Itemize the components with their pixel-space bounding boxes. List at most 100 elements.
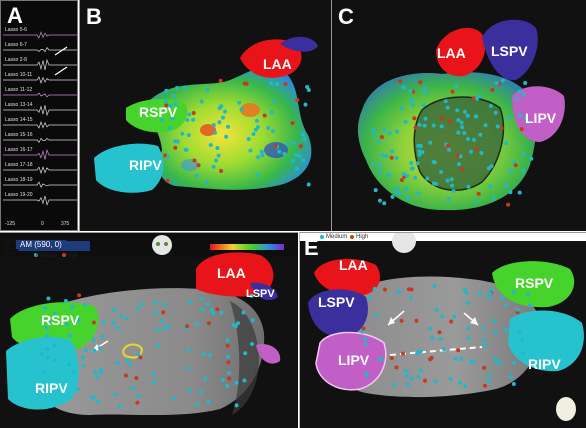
time-axis-start: -125 bbox=[5, 221, 16, 227]
label-rspv-e: RSPV bbox=[515, 275, 554, 291]
tag-medium bbox=[423, 91, 428, 95]
tag-medium bbox=[226, 354, 231, 359]
tag-medium bbox=[466, 184, 471, 189]
tag-medium bbox=[185, 366, 190, 371]
tag-medium bbox=[187, 112, 192, 117]
tag-high bbox=[423, 378, 427, 383]
tag-medium bbox=[98, 346, 102, 351]
tag-medium bbox=[301, 158, 306, 163]
tag-medium bbox=[115, 360, 120, 365]
tag-medium bbox=[187, 388, 192, 393]
trace-line bbox=[3, 58, 77, 71]
tag-medium bbox=[164, 99, 169, 104]
tag-medium bbox=[472, 137, 476, 142]
tag-medium bbox=[458, 154, 463, 159]
tag-medium bbox=[409, 376, 414, 381]
tag-medium bbox=[234, 380, 239, 385]
tag-medium bbox=[139, 302, 144, 307]
label-lspv-c: LSPV bbox=[491, 43, 528, 59]
tag-medium bbox=[403, 368, 408, 373]
tag-medium bbox=[130, 385, 135, 390]
tag-medium bbox=[248, 148, 253, 153]
tag-medium bbox=[418, 144, 423, 148]
tag-medium bbox=[493, 330, 498, 335]
tag-medium bbox=[517, 113, 522, 118]
tag-medium bbox=[508, 374, 513, 379]
tag-medium bbox=[290, 158, 295, 163]
tag-medium bbox=[459, 357, 464, 361]
tag-medium bbox=[236, 321, 240, 326]
tag-medium bbox=[259, 149, 264, 154]
panel-d-tag-map: D AM (590, 0) Medium High ACI bbox=[0, 232, 298, 428]
tag-medium bbox=[225, 338, 230, 343]
tag-medium bbox=[167, 126, 172, 131]
tag-medium bbox=[118, 313, 123, 318]
tag-high bbox=[361, 326, 366, 331]
tag-high bbox=[482, 365, 487, 370]
tag-medium bbox=[523, 115, 528, 120]
tag-high bbox=[225, 343, 230, 348]
tag-high bbox=[173, 145, 178, 150]
tag-medium bbox=[243, 351, 248, 356]
tag-high bbox=[262, 113, 267, 118]
tag-medium bbox=[486, 166, 491, 171]
tag-high bbox=[226, 360, 231, 365]
lspv-stub-d bbox=[250, 282, 278, 301]
tag-medium bbox=[239, 107, 244, 112]
tag-medium bbox=[282, 151, 287, 156]
tag-high bbox=[227, 376, 232, 381]
map-title-d: AM (590, 0) bbox=[16, 240, 66, 249]
tag-medium bbox=[194, 173, 199, 178]
tag-medium bbox=[457, 162, 461, 167]
lspv-structure-e bbox=[308, 289, 368, 338]
tag-medium bbox=[390, 149, 395, 154]
tag-medium bbox=[371, 162, 376, 167]
tag-medium bbox=[209, 307, 214, 312]
tag-medium bbox=[211, 123, 216, 127]
tag-medium bbox=[367, 295, 372, 300]
tag-medium bbox=[89, 395, 94, 400]
tag-high bbox=[379, 135, 384, 140]
tag-medium bbox=[408, 295, 413, 300]
tag-medium bbox=[377, 169, 382, 174]
tag-medium bbox=[39, 352, 44, 356]
lspv-stub-b bbox=[280, 36, 318, 52]
tag-medium bbox=[225, 384, 230, 389]
tag-medium bbox=[395, 186, 400, 190]
tag-medium bbox=[194, 321, 199, 326]
arrow-a bbox=[54, 66, 68, 76]
tag-medium bbox=[260, 153, 265, 158]
tag-medium bbox=[376, 139, 381, 144]
tag-medium bbox=[504, 141, 509, 146]
tag-medium bbox=[205, 87, 210, 92]
tag-medium bbox=[92, 348, 97, 353]
trace-label: Lasso 16-17 bbox=[5, 147, 33, 153]
tag-medium bbox=[162, 302, 167, 307]
tag-medium bbox=[186, 133, 191, 138]
trace-line bbox=[3, 148, 77, 160]
tag-medium bbox=[363, 336, 368, 341]
tag-medium bbox=[455, 108, 460, 113]
tag-medium bbox=[127, 362, 132, 367]
trace-line bbox=[3, 120, 77, 129]
tag-medium bbox=[511, 382, 516, 386]
tag-medium bbox=[408, 89, 413, 93]
tag-medium bbox=[183, 147, 188, 152]
tag-medium bbox=[234, 403, 239, 408]
tag-medium bbox=[115, 326, 120, 330]
tag-medium bbox=[477, 94, 482, 99]
tag-high bbox=[185, 324, 190, 329]
tag-medium bbox=[512, 360, 517, 365]
tag-medium bbox=[175, 139, 180, 144]
tag-high bbox=[389, 356, 394, 361]
tag-medium bbox=[458, 380, 462, 385]
tag-medium bbox=[403, 119, 408, 124]
tag-medium bbox=[52, 343, 57, 348]
legend-medium-d: Medium bbox=[36, 253, 58, 259]
tag-medium bbox=[251, 132, 256, 136]
tag-medium bbox=[269, 110, 274, 115]
label-laa-b: LAA bbox=[263, 56, 292, 72]
tag-medium bbox=[405, 195, 410, 200]
tag-medium bbox=[215, 146, 220, 150]
panel-e-tag-map: E Medium High LAA LSPV RSPV LIPV bbox=[299, 232, 586, 428]
